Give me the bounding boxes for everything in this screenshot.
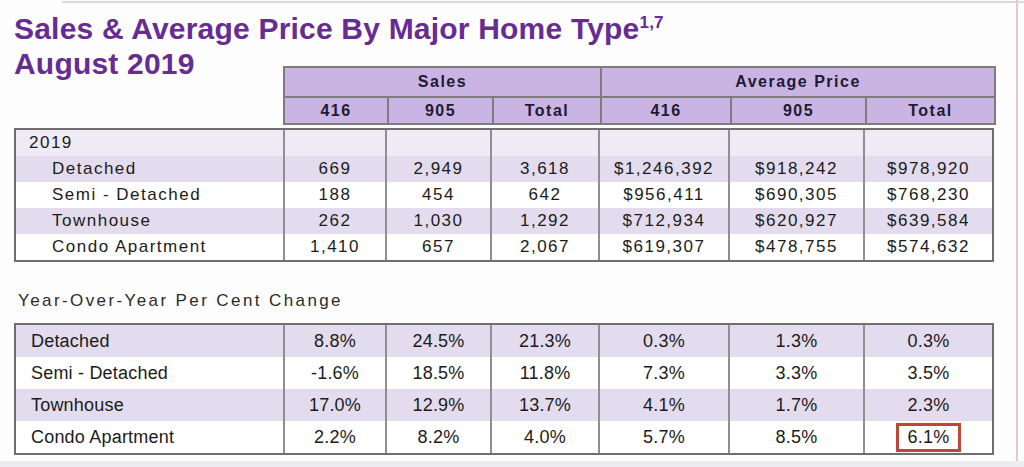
column-group-average-price: Average Price — [600, 68, 994, 96]
cell: 454 — [385, 182, 490, 208]
cell: $620,927 — [728, 208, 863, 234]
cell: -1.6% — [283, 357, 385, 389]
sales-price-table: 2019 Detached 669 2,949 3,618 $1,246,392… — [14, 128, 994, 262]
cell: 2.2% — [283, 421, 385, 453]
row-label: Condo Apartment — [16, 234, 283, 260]
group-header-row: Sales Average Price — [283, 66, 996, 98]
cell: 3.5% — [863, 357, 992, 389]
row-label: Semi - Detached — [16, 182, 283, 208]
cell: 24.5% — [385, 325, 490, 357]
cell: 0.3% — [863, 325, 992, 357]
cell: 4.1% — [598, 389, 728, 421]
cell: 1.3% — [728, 325, 863, 357]
year-over-year-table: Detached 8.8% 24.5% 21.3% 0.3% 1.3% 0.3%… — [14, 323, 994, 455]
table-row-semi-detached: Semi - Detached -1.6% 18.5% 11.8% 7.3% 3… — [16, 357, 992, 389]
row-label: Semi - Detached — [16, 357, 283, 389]
column-group-sales: Sales — [285, 68, 600, 96]
cell: 3.3% — [728, 357, 863, 389]
column-header-price-total: Total — [865, 98, 994, 123]
column-header-sales-905: 905 — [387, 98, 492, 123]
cell: 8.2% — [385, 421, 490, 453]
cell: $619,307 — [598, 234, 728, 260]
table-row-detached: Detached 8.8% 24.5% 21.3% 0.3% 1.3% 0.3% — [16, 325, 992, 357]
cell: $712,934 — [598, 208, 728, 234]
table-row-condo-apartment: Condo Apartment 1,410 657 2,067 $619,307… — [16, 234, 992, 260]
cell: 21.3% — [490, 325, 598, 357]
cell: $918,242 — [728, 156, 863, 182]
table-row-townhouse: Townhouse 262 1,030 1,292 $712,934 $620,… — [16, 208, 992, 234]
empty-cell — [490, 130, 598, 156]
cell: 17.0% — [283, 389, 385, 421]
column-header-sales-total: Total — [492, 98, 600, 123]
page-right-rule — [1016, 0, 1018, 467]
empty-cell — [863, 130, 992, 156]
table-row-semi-detached: Semi - Detached 188 454 642 $956,411 $69… — [16, 182, 992, 208]
sales-price-table-header: Sales Average Price 416 905 Total 416 90… — [283, 66, 996, 125]
column-header-price-905: 905 — [730, 98, 865, 123]
cell: 12.9% — [385, 389, 490, 421]
cell: 8.8% — [283, 325, 385, 357]
year-label: 2019 — [16, 130, 283, 156]
table-row-condo-apartment: Condo Apartment 2.2% 8.2% 4.0% 5.7% 8.5%… — [16, 421, 992, 453]
cell: $978,920 — [863, 156, 992, 182]
cell: 262 — [283, 208, 385, 234]
row-label: Detached — [16, 156, 283, 182]
highlight-box: 6.1% — [896, 423, 962, 452]
title-text: Sales & Average Price By Major Home Type — [14, 12, 639, 45]
cell: 188 — [283, 182, 385, 208]
cell: 669 — [283, 156, 385, 182]
empty-cell — [728, 130, 863, 156]
cell: 6.1% — [863, 421, 992, 453]
cell: 2,067 — [490, 234, 598, 260]
table-row-detached: Detached 669 2,949 3,618 $1,246,392 $918… — [16, 156, 992, 182]
row-label: Townhouse — [16, 389, 283, 421]
cell: 1.7% — [728, 389, 863, 421]
title-line: Sales & Average Price By Major Home Type… — [14, 5, 664, 46]
cell: 4.0% — [490, 421, 598, 453]
row-label: Townhouse — [16, 208, 283, 234]
title-footnote-superscript: 1,7 — [639, 13, 663, 32]
cell: 5.7% — [598, 421, 728, 453]
cell: 2.3% — [863, 389, 992, 421]
cell: $574,632 — [863, 234, 992, 260]
cell: 8.5% — [728, 421, 863, 453]
page-top-rule — [62, 1, 1024, 3]
cell: 2,949 — [385, 156, 490, 182]
empty-cell — [283, 130, 385, 156]
cell: 7.3% — [598, 357, 728, 389]
column-header-price-416: 416 — [600, 98, 730, 123]
year-over-year-section-label: Year-Over-Year Per Cent Change — [18, 291, 343, 311]
cell: 18.5% — [385, 357, 490, 389]
cell: $768,230 — [863, 182, 992, 208]
column-header-sales-416: 416 — [285, 98, 387, 123]
page-bottom-strip — [0, 461, 1024, 467]
empty-cell — [598, 130, 728, 156]
cell: 13.7% — [490, 389, 598, 421]
cell: 1,410 — [283, 234, 385, 260]
cell: $956,411 — [598, 182, 728, 208]
empty-cell — [385, 130, 490, 156]
cell: 642 — [490, 182, 598, 208]
cell: $639,584 — [863, 208, 992, 234]
cell: 11.8% — [490, 357, 598, 389]
row-label: Detached — [16, 325, 283, 357]
cell: $1,246,392 — [598, 156, 728, 182]
cell: 657 — [385, 234, 490, 260]
cell: $478,755 — [728, 234, 863, 260]
row-label: Condo Apartment — [16, 421, 283, 453]
column-header-row: 416 905 Total 416 905 Total — [283, 96, 996, 125]
report-page: Sales & Average Price By Major Home Type… — [0, 0, 1024, 467]
cell: $690,305 — [728, 182, 863, 208]
cell: 1,030 — [385, 208, 490, 234]
cell: 3,618 — [490, 156, 598, 182]
table-row-townhouse: Townhouse 17.0% 12.9% 13.7% 4.1% 1.7% 2.… — [16, 389, 992, 421]
year-row: 2019 — [16, 130, 992, 156]
cell: 0.3% — [598, 325, 728, 357]
cell: 1,292 — [490, 208, 598, 234]
